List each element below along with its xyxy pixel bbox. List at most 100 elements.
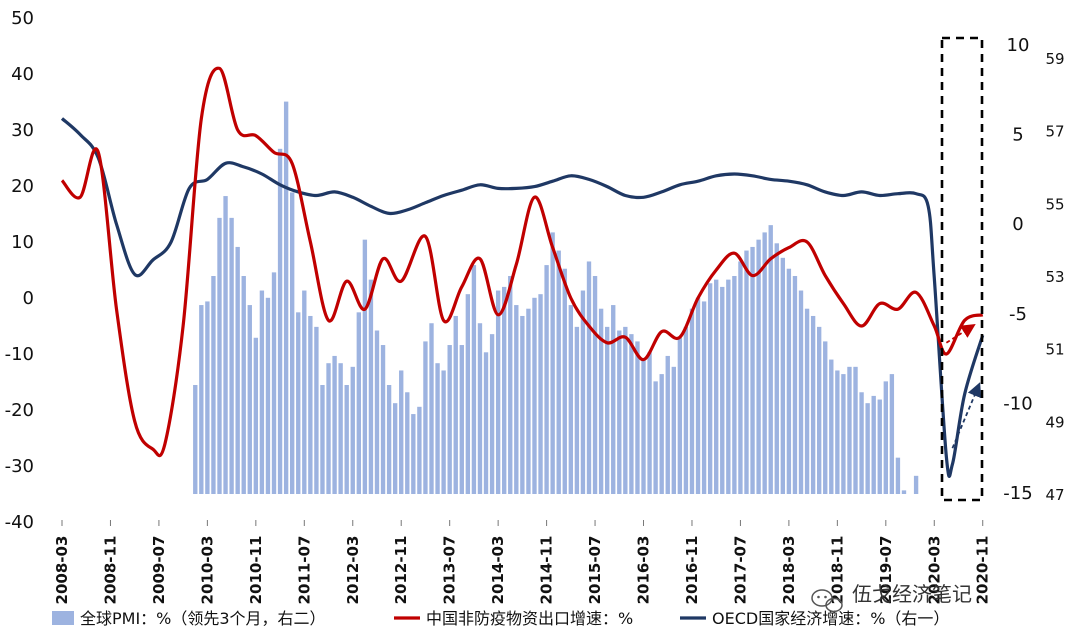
pmi-bar (816, 326, 822, 494)
pmi-bars (193, 101, 919, 495)
x-tick-label: 2018-11 (828, 536, 846, 605)
y-right2-tick-label: 51 (1045, 341, 1064, 359)
wechat-icon (811, 589, 843, 613)
pmi-bar (883, 381, 888, 494)
pmi-bar (586, 261, 592, 494)
pmi-bar (538, 294, 543, 494)
pmi-bar (532, 297, 537, 494)
y-right1-tick-label: 10 (1007, 35, 1030, 56)
pmi-bar (320, 385, 325, 494)
pmi-bar (514, 305, 519, 494)
highlight-rect (940, 36, 984, 502)
pmi-bar (847, 366, 852, 494)
pmi-bar (780, 257, 786, 494)
pmi-bar (659, 374, 664, 494)
x-tick-label: 2010-03 (198, 536, 216, 605)
pmi-bar (217, 217, 222, 494)
pmi-bar (296, 312, 301, 494)
y-left-tick-label: 0 (23, 288, 34, 309)
x-tick-label: 2015-07 (586, 536, 604, 605)
pmi-bar (211, 276, 216, 494)
x-tick-label: 2008-11 (101, 536, 119, 605)
pmi-bar (550, 232, 555, 494)
pmi-bar (829, 359, 834, 494)
pmi-bar (477, 323, 483, 494)
pmi-bar (495, 290, 501, 494)
pmi-bar (689, 308, 695, 494)
pmi-bar (447, 345, 452, 494)
y-right2-tick-label: 53 (1045, 268, 1064, 286)
pmi-bar (653, 381, 658, 494)
legend-swatch-pmi (52, 611, 74, 625)
pmi-bar (314, 326, 319, 494)
pmi-bar (247, 305, 252, 494)
pmi-bar (635, 341, 640, 494)
pmi-bar (810, 315, 816, 494)
pmi-bar (338, 363, 343, 494)
pmi-bar (332, 355, 337, 494)
y-axis-left: 50 40 30 20 10 0 -10 -20 -30 -40 (5, 8, 34, 533)
pmi-bar (326, 363, 331, 494)
pmi-bar (598, 308, 604, 494)
pmi-bar (623, 326, 628, 494)
pmi-bar (508, 276, 513, 494)
x-tick-label: 2009-07 (150, 536, 168, 605)
pmi-bar (271, 272, 277, 494)
pmi-bar (859, 392, 864, 494)
y-right2-tick-label: 57 (1045, 123, 1064, 141)
pmi-bar (629, 334, 634, 494)
pmi-bar (701, 301, 707, 494)
pmi-bar (350, 366, 355, 494)
pmi-bar (683, 326, 689, 494)
pmi-bar (604, 326, 610, 494)
x-tick-label: 2020-11 (974, 536, 992, 605)
pmi-bar (465, 294, 471, 494)
y-left-tick-label: 50 (11, 8, 34, 29)
pmi-bar (853, 366, 858, 494)
y-axis-right-2: 59 57 55 53 51 49 47 (1045, 50, 1064, 504)
pmi-bar (665, 355, 670, 494)
pmi-bar (671, 366, 676, 494)
legend-label-pmi: 全球PMI：%（领先3个月，右二） (80, 609, 326, 628)
x-tick-label: 2020-03 (925, 536, 943, 605)
pmi-bar (798, 290, 804, 494)
pmi-bar (707, 283, 713, 494)
pmi-bar (774, 243, 779, 494)
pmi-bar (877, 399, 882, 494)
y-right2-tick-label: 49 (1045, 413, 1064, 431)
pmi-bar (253, 337, 259, 494)
pmi-bar (356, 312, 361, 494)
x-tick-label: 2008-03 (53, 536, 71, 605)
forecast-arrow (945, 324, 976, 344)
pmi-bar (241, 276, 246, 494)
y-left-tick-label: 40 (11, 64, 34, 85)
x-tick-label: 2010-11 (247, 536, 265, 605)
pmi-bar (865, 403, 870, 494)
pmi-bar (417, 406, 422, 494)
x-tick-label: 2012-11 (392, 536, 410, 605)
pmi-bar (647, 352, 652, 494)
y-right2-tick-label: 55 (1045, 195, 1064, 213)
pmi-bar (835, 370, 840, 494)
pmi-bar (229, 217, 234, 494)
pmi-bar (235, 246, 240, 494)
legend: 全球PMI：%（领先3个月，右二） 中国非防疫物资出口增速：% OECD国家经济增速… (52, 609, 949, 628)
watermark-text: 伍戈经济笔记 (852, 582, 972, 606)
pmi-bar (744, 250, 749, 494)
pmi-bar (429, 323, 434, 494)
x-axis: 2008-03 2008-11 2009-07 2010-03 2010-11 2011-… (53, 520, 992, 604)
x-tick-label: 2011-07 (295, 536, 313, 605)
x-tick-label: 2016-11 (683, 536, 701, 605)
pmi-bar (720, 286, 725, 494)
pmi-bar (732, 276, 737, 494)
pmi-bar (502, 286, 507, 494)
pmi-bar (405, 392, 410, 494)
pmi-bar (695, 297, 701, 494)
y-left-tick-label: 20 (11, 176, 34, 197)
y-right1-tick-label: -5 (1009, 304, 1027, 325)
pmi-bar (901, 490, 907, 494)
y-right2-tick-label: 59 (1045, 50, 1064, 68)
pmi-bar (768, 225, 773, 494)
